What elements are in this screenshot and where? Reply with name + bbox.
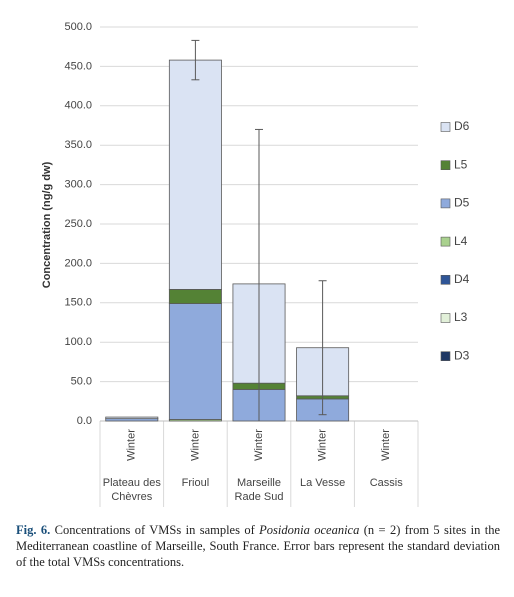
- y-tick-label: 400.0: [64, 100, 92, 112]
- group-label: Cassis: [370, 477, 404, 489]
- legend-swatch: [440, 198, 451, 209]
- legend-label: L4: [454, 234, 468, 248]
- y-tick-label: 100.0: [64, 336, 92, 348]
- y-tick-label: 200.0: [64, 257, 92, 269]
- y-axis-title: Concentration (ng/g dw): [41, 161, 53, 288]
- x-tick-label: Winter: [317, 429, 329, 461]
- group-label: Frioul: [182, 477, 210, 489]
- group-label: Rade Sud: [235, 491, 284, 503]
- caption-text: Concentrations of VMSs in samples of: [54, 523, 260, 537]
- bar-segment: [168, 303, 222, 420]
- legend-label: D4: [454, 272, 470, 286]
- x-tick-label: Winter: [253, 429, 265, 461]
- caption: Fig. 6. Concentrations of VMSs in sample…: [16, 522, 500, 570]
- legend-swatch: [440, 313, 451, 323]
- y-tick-label: 50.0: [71, 376, 92, 388]
- y-tick-label: 500.0: [64, 21, 92, 33]
- group-label: Chèvres: [111, 491, 152, 503]
- group-label: La Vesse: [300, 477, 345, 489]
- caption-species: Posidonia oceanica: [259, 523, 360, 537]
- y-tick-label: 0.0: [77, 415, 92, 427]
- x-tick-label: Winter: [380, 429, 392, 461]
- group-label: Marseille: [237, 477, 281, 489]
- y-tick-label: 350.0: [64, 139, 92, 151]
- bar-segment: [168, 59, 222, 290]
- bar-segment: [168, 289, 222, 304]
- legend-swatch: [440, 160, 451, 170]
- x-tick-label: Winter: [126, 429, 138, 461]
- y-tick-label: 250.0: [64, 218, 92, 230]
- legend-label: D5: [454, 196, 470, 210]
- group-label: Plateau des: [103, 477, 162, 489]
- y-tick-label: 450.0: [64, 60, 92, 72]
- legend-label: L5: [454, 157, 468, 171]
- y-tick-label: 300.0: [64, 179, 92, 191]
- caption-text: (n = 2) from 5 sites in the Mediterranea…: [16, 523, 501, 569]
- legend-label: D3: [454, 348, 470, 362]
- caption-label: Fig. 6.: [16, 523, 51, 537]
- legend-label: D6: [454, 119, 470, 133]
- legend-swatch: [440, 274, 451, 285]
- legend-label: L3: [454, 310, 468, 324]
- y-tick-label: 150.0: [64, 297, 92, 309]
- legend-swatch: [440, 236, 451, 247]
- legend-swatch: [440, 122, 451, 132]
- chart: Concentration (ng/g dw) 0.0 50.0 100.0 150.…: [41, 21, 470, 507]
- legend-swatch: [440, 351, 451, 362]
- x-tick-label: Winter: [189, 429, 201, 461]
- bar-segment: [105, 416, 159, 420]
